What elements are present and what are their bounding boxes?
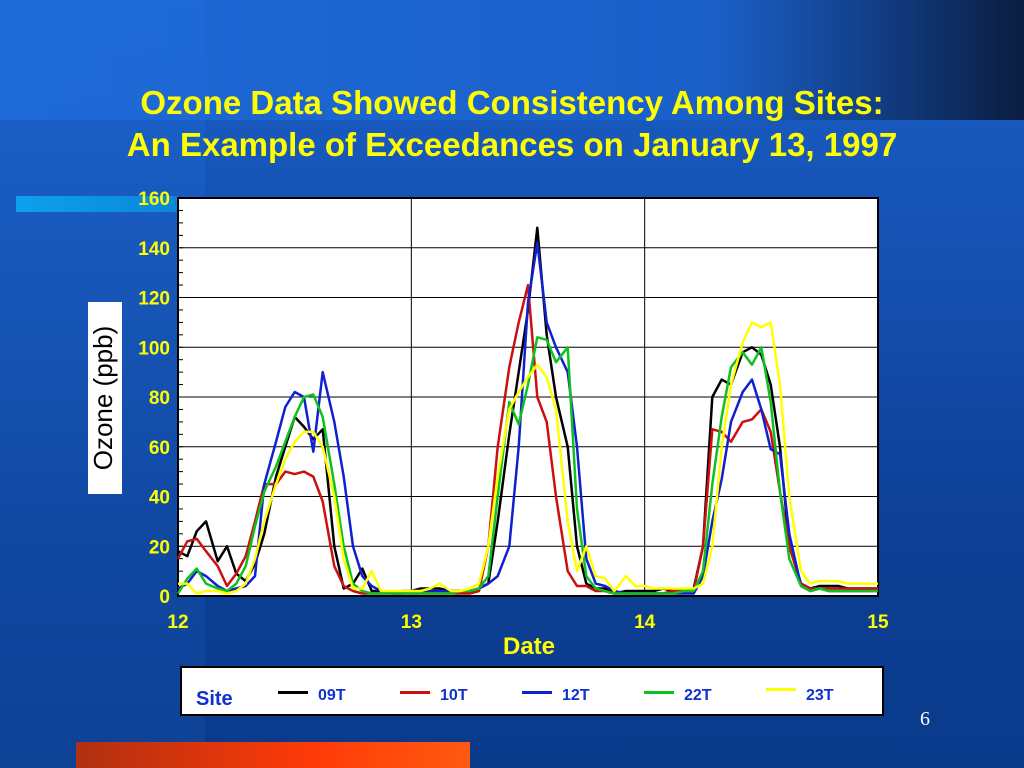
legend-swatch [278,691,308,694]
legend-label: 09T [318,687,346,704]
series-line-12T [177,241,878,595]
legend-swatch [522,691,552,694]
y-tick-label-120: 120 [138,289,170,310]
legend-label: 12T [562,687,590,704]
y-tick-label-80: 80 [149,388,170,409]
series-line-22T [176,336,878,595]
legend-label: 10T [440,687,468,704]
legend-title: Site [196,688,233,710]
series-lines [176,226,878,595]
y-tick-label-0: 0 [159,587,170,608]
y-tick-label-60: 60 [149,438,170,459]
slide-title: Ozone Data Showed Consistency Among Site… [0,82,1024,166]
top-band [0,0,1024,120]
y-tick-label-100: 100 [138,338,170,359]
title-line-1: Ozone Data Showed Consistency Among Site… [140,84,884,121]
x-axis-label: Date [503,633,555,660]
y-tick-label-160: 160 [138,189,170,210]
legend: Site 09T 10T 12T 22T 23T [180,666,884,716]
accent-bar [16,196,178,212]
legend-swatch [400,691,430,694]
x-tick-label-13: 13 [401,612,422,633]
page-number: 6 [920,708,930,730]
y-axis-label-box: Ozone (ppb) [88,302,122,494]
y-tick-label-20: 20 [149,537,170,558]
legend-swatch [644,691,674,694]
x-tick-label-14: 14 [634,612,656,633]
legend-swatch [766,688,796,691]
x-tick-label-12: 12 [167,612,188,633]
legend-label: 23T [806,687,834,704]
y-tick-label-40: 40 [149,488,170,509]
tick-labels: 0 20 40 60 80 100 120 140 160 12 13 14 15 [138,189,889,633]
series-line-23T [178,321,878,595]
legend-label: 22T [684,687,712,704]
bottom-accent-bar [76,742,470,768]
y-tick-label-140: 140 [138,239,170,260]
x-tick-label-15: 15 [867,612,889,633]
y-axis-label: Ozone (ppb) [88,326,118,471]
title-line-2: An Example of Exceedances on January 13,… [126,126,898,163]
